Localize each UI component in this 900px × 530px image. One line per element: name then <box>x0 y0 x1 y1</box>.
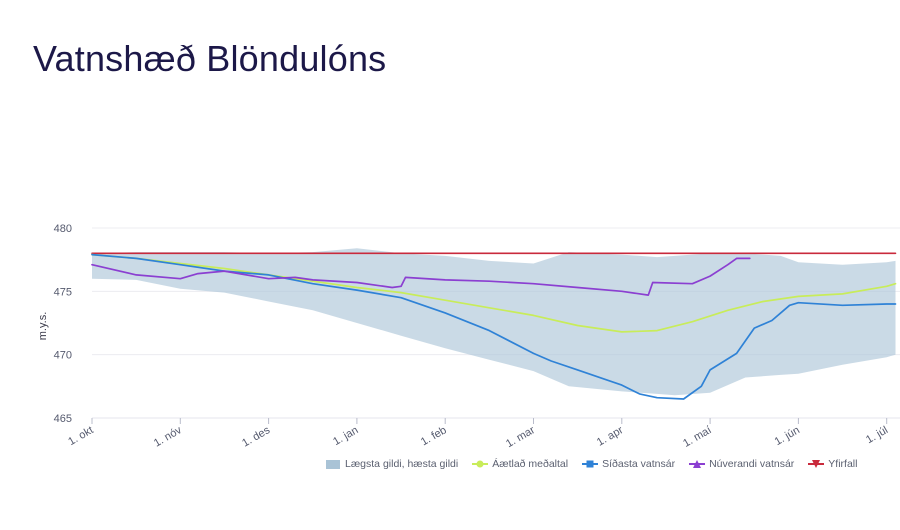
legend-marker <box>476 460 484 468</box>
legend-marker <box>693 460 702 468</box>
y-tick-label: 470 <box>54 350 72 362</box>
y-tick-label: 465 <box>54 413 72 425</box>
legend-label: Áætlað meðaltal <box>492 458 569 470</box>
legend-label: Síðasta vatnsár <box>602 458 676 470</box>
series-lines <box>91 252 897 400</box>
x-tick-label: 1. maí <box>681 424 713 450</box>
legend-item-si-asta-vatnsar[interactable]: Síðasta vatnsár <box>582 458 675 470</box>
x-tick-label: 1. des <box>240 424 272 450</box>
x-tick-label: 1. júl <box>864 424 890 446</box>
legend-item-l-gsta-gildi-h-sta-gildi[interactable]: Lægsta gildi, hæsta gildi <box>325 458 458 470</box>
band-area <box>92 248 896 396</box>
chart-legend: Lægsta gildi, hæsta gildi Áætlað meðaltal… <box>325 458 857 470</box>
y-tick-label: 480 <box>54 223 72 235</box>
legend-marker <box>586 460 594 468</box>
legend-label: Yfirfall <box>828 458 858 470</box>
legend-marker <box>812 460 821 468</box>
series-line-nuverandi-vatnsar <box>91 257 751 296</box>
x-tick-label: 1. mar <box>504 424 537 450</box>
x-tick-label: 1. nóv <box>152 424 184 450</box>
legend-swatch <box>326 460 340 469</box>
legend-symbol-triangle-up <box>689 460 706 468</box>
x-tick-label: 1. okt <box>66 424 95 448</box>
series-line-a-tla-me-altal <box>91 253 897 333</box>
legend-label: Lægsta gildi, hæsta gildi <box>345 458 459 470</box>
y-axis-label: m.y.s. <box>37 312 49 341</box>
y-axis: 465 470 475 480 <box>54 223 72 425</box>
page-title: Vatnshæð Blöndulóns <box>33 38 387 79</box>
legend-symbol-triangle-down <box>808 460 825 468</box>
x-axis: 1. okt 1. nóv 1. des 1. jan 1. feb 1. mar 1. a… <box>66 417 900 450</box>
x-tick-label: 1. feb <box>419 424 449 448</box>
legend-item-a-tla-me-altal[interactable]: Áætlað meðaltal <box>472 458 568 470</box>
y-tick-label: 475 <box>54 286 72 298</box>
x-tick-label: 1. jan <box>331 424 360 448</box>
legend-label: Núverandi vatnsár <box>709 458 795 470</box>
legend-symbol-square <box>582 460 599 468</box>
legend-symbol-area <box>326 460 340 469</box>
legend-item-yfirfall[interactable]: Yfirfall <box>808 458 857 470</box>
x-tick-label: 1. apr <box>595 424 626 449</box>
legend-symbol-circle <box>472 460 489 468</box>
range-band <box>92 248 896 396</box>
legend-item-nuverandi-vatnsar[interactable]: Núverandi vatnsár <box>689 458 794 470</box>
x-tick-label: 1. jún <box>773 424 802 448</box>
